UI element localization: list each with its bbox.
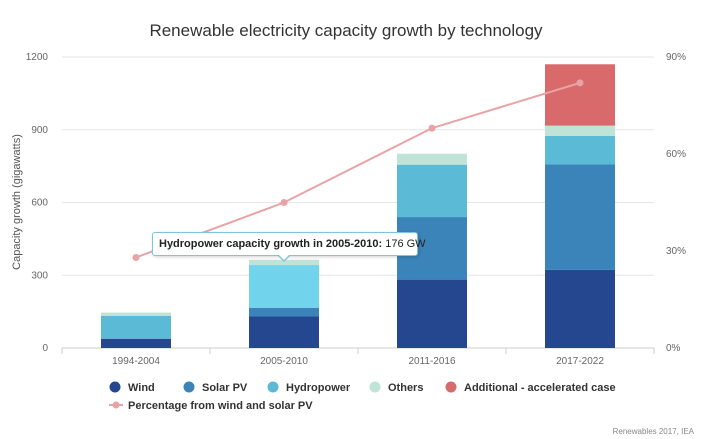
bar-segment[interactable] (397, 153, 467, 165)
bar-segment[interactable] (249, 259, 319, 266)
line-point[interactable] (576, 79, 584, 87)
x-tick-label: 1994-2004 (112, 356, 160, 367)
line-point[interactable] (132, 253, 140, 261)
legend-label[interactable]: Percentage from wind and solar PV (128, 400, 313, 412)
bar-segment[interactable] (545, 125, 615, 136)
bar-segment[interactable] (101, 312, 171, 316)
y2-tick-label: 30% (666, 246, 686, 257)
tooltip-value: 176 GW (385, 238, 426, 250)
bar-segment[interactable] (101, 315, 171, 339)
bar-segment[interactable] (397, 279, 467, 348)
legend-label[interactable]: Solar PV (202, 382, 248, 394)
y-axis-title: Capacity growth (gigawatts) (11, 134, 23, 270)
source-note: Renewables 2017, IEA (613, 427, 695, 436)
y-tick-label: 1200 (26, 52, 49, 63)
legend-marker[interactable] (444, 380, 458, 394)
hydropower-tooltip: Hydropower capacity growth in 2005-2010:… (152, 232, 426, 262)
bar-segment[interactable] (249, 265, 319, 308)
tooltip-label: Hydropower capacity growth in 2005-2010: (159, 238, 383, 250)
x-tick-label: 2005-2010 (260, 356, 308, 367)
line-point[interactable] (428, 124, 436, 132)
legend-label[interactable]: Wind (128, 382, 155, 394)
legend-marker[interactable] (266, 380, 280, 394)
y2-tick-label: 60% (666, 149, 686, 160)
percentage-line (132, 79, 584, 261)
legend-label[interactable]: Additional - accelerated case (464, 382, 616, 394)
bar-segment[interactable] (397, 164, 467, 218)
legend-label[interactable]: Others (388, 382, 423, 394)
y-tick-label: 900 (31, 125, 48, 136)
axes: 0 300 600 900 1200 0% 30% 60% 90% 1994-2004 2005-2… (26, 52, 686, 367)
line-point[interactable] (280, 199, 288, 206)
legend-marker[interactable] (368, 380, 382, 394)
legend-marker[interactable] (182, 380, 196, 394)
percentage-line-path (135, 81, 581, 259)
legend: Wind Solar PV Hydropower Others Additional -… (108, 380, 616, 412)
legend-marker[interactable] (108, 380, 122, 394)
tooltip-arrow-inner (278, 254, 290, 260)
bar-segment[interactable] (249, 307, 319, 317)
y-tick-label: 0 (42, 343, 48, 354)
x-tick-label: 2011-2016 (408, 356, 456, 367)
x-tick-label: 2017-2022 (556, 356, 604, 367)
bar-segment[interactable] (545, 135, 615, 165)
y-tick-label: 300 (31, 270, 48, 281)
bars (101, 64, 615, 348)
bar-segment[interactable] (545, 64, 615, 126)
bar-segment[interactable] (101, 338, 171, 348)
chart-title: Renewable electricity capacity growth by… (149, 21, 543, 40)
bar-segment[interactable] (545, 269, 615, 348)
y2-tick-label: 90% (666, 52, 686, 63)
y-tick-label: 600 (31, 198, 48, 209)
y2-tick-label: 0% (666, 343, 681, 354)
legend-label[interactable]: Hydropower (286, 382, 351, 394)
bar-segment[interactable] (545, 164, 615, 270)
bar-segment[interactable] (249, 316, 319, 348)
legend-line-dot[interactable] (112, 401, 120, 409)
